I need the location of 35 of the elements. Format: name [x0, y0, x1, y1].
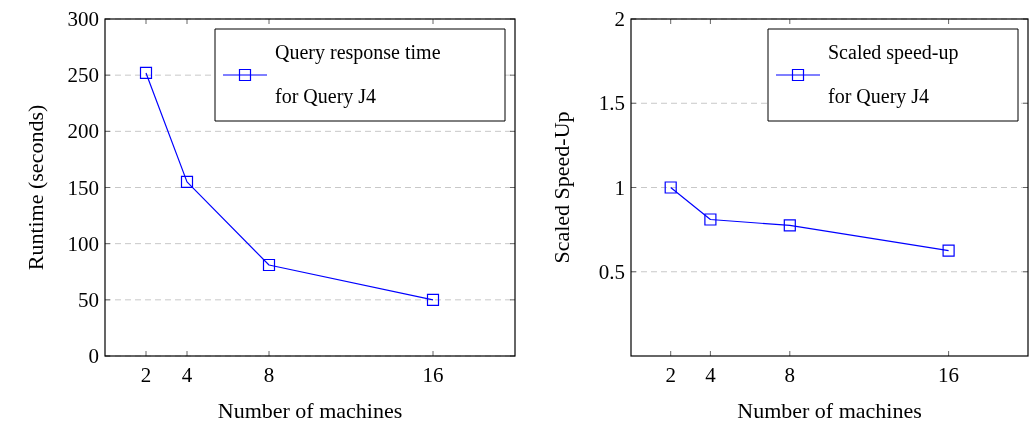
- legend: Query response time for Query J4: [214, 28, 506, 122]
- y-axis-title: Scaled Speed-Up: [549, 111, 574, 264]
- legend: Scaled speed-up for Query J4: [767, 28, 1019, 122]
- y-tick-label: 300: [67, 7, 99, 31]
- y-tick-label: 0: [88, 344, 99, 368]
- point: [783, 219, 796, 232]
- point: [426, 293, 440, 306]
- legend-label: Scaled speed-up for Query J4: [828, 41, 964, 108]
- x-tick-label: 16: [422, 363, 444, 387]
- y-tick-label: 50: [78, 287, 99, 312]
- y-tick-label: 0.5: [598, 259, 625, 284]
- y-tick-label: 200: [67, 119, 99, 144]
- y-tick-label: 100: [67, 231, 99, 256]
- legend-label: Query response time for Query J4: [275, 41, 446, 108]
- x-axis-title: Number of machines: [217, 398, 403, 423]
- point: [262, 258, 276, 272]
- x-tick-label: 16: [938, 363, 960, 387]
- point: [704, 213, 717, 226]
- point: [942, 244, 955, 257]
- y-tick-label: 2: [614, 7, 625, 31]
- y-tick-label: 150: [67, 175, 99, 200]
- y-tick-label: 1.5: [598, 91, 625, 116]
- x-axis-title: Number of machines: [737, 398, 922, 423]
- x-tick-label: 4: [705, 363, 717, 387]
- x-tick-label: 8: [784, 363, 796, 387]
- x-tick-label: 2: [665, 363, 676, 387]
- x-tick-label: 8: [263, 363, 275, 387]
- point: [180, 175, 194, 188]
- y-axis-title: Runtime (seconds): [23, 104, 48, 271]
- y-tick-label: 250: [67, 63, 99, 88]
- x-tick-label: 2: [140, 363, 152, 387]
- y-tick-label: 1: [614, 175, 625, 200]
- x-tick-label: 4: [181, 363, 193, 387]
- point: [139, 66, 153, 80]
- point: [664, 181, 677, 194]
